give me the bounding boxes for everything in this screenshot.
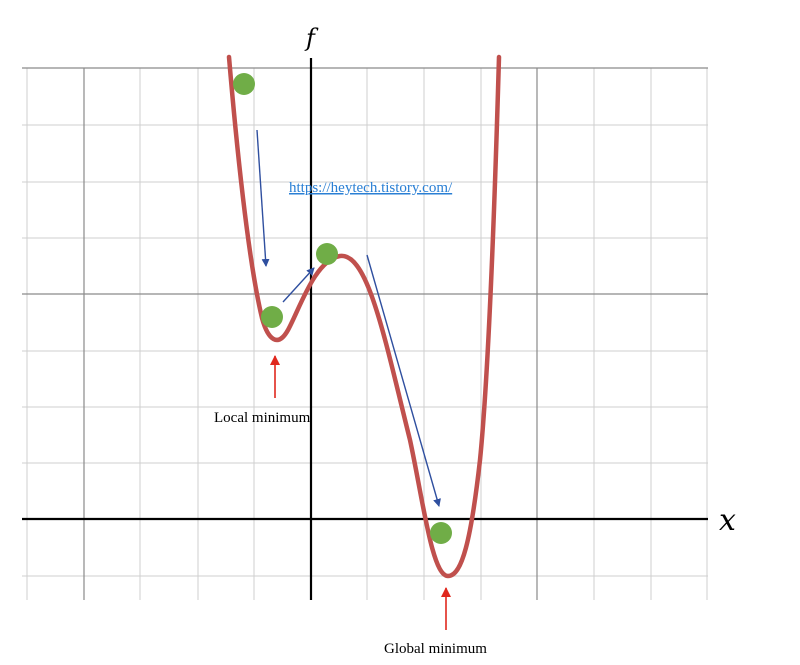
local-min-label: Local minimum	[214, 410, 311, 426]
global-min-label: Global minimum	[384, 641, 487, 657]
y-axis-label: f	[304, 24, 319, 52]
descent-point-2	[261, 306, 283, 328]
descent-step-1-arrow	[256, 129, 270, 267]
x-axis-label: x	[719, 503, 736, 538]
descent-point-3	[316, 243, 338, 265]
descent-point-1	[233, 73, 255, 95]
grid	[22, 67, 708, 600]
descent-point-4	[430, 522, 452, 544]
descent-step-2-arrow	[282, 267, 315, 303]
minimum-pointers	[270, 355, 451, 630]
grid-minor-lines	[22, 68, 708, 600]
descent-arrows	[256, 129, 441, 507]
watermark-link[interactable]: https://heytech.tistory.com/	[289, 180, 453, 196]
descent-step-3-arrow	[366, 254, 441, 507]
descent-points	[233, 73, 452, 544]
grid-major-lines	[22, 67, 708, 600]
